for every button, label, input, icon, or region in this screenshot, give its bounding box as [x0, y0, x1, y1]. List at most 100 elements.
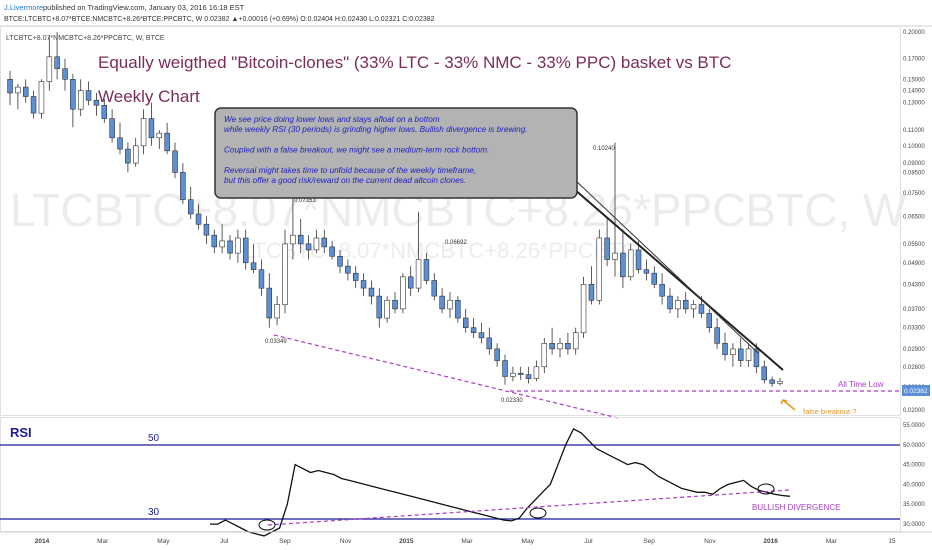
false-breakout-label: false breakout ?: [803, 407, 856, 416]
candle-body: [117, 137, 123, 150]
time-tick-label: Sep: [643, 538, 655, 545]
candle-body: [368, 287, 375, 297]
price-tick-label: 0.02900: [903, 347, 925, 353]
candle-body: [525, 374, 532, 379]
low-label-1: 0.03349: [265, 339, 287, 345]
candle-body: [400, 276, 406, 310]
price-tick-label: 0.10000: [903, 144, 925, 150]
time-axis: 2014 Mar May Jul Sep Nov 2015 Mar May Jul Sep Nov 20…: [35, 538, 896, 545]
candle-body: [290, 234, 296, 245]
candle-body: [502, 360, 508, 377]
candle-body: [46, 56, 53, 82]
candle-body: [627, 249, 634, 277]
rsi-low-circle-1: [258, 519, 276, 531]
time-tick-label: May: [522, 538, 535, 545]
candle-body: [407, 276, 414, 289]
rsi-divergence-line: [267, 489, 791, 526]
false-breakout-arrowhead: [780, 399, 788, 405]
candle-body: [431, 280, 437, 297]
callout-arrow-line-2: [573, 178, 759, 354]
note-line: Reversal might takes time to unfold beca…: [224, 166, 476, 175]
candle-body: [258, 269, 265, 289]
price-tick-label: 0.13000: [903, 101, 925, 107]
current-price: 0.02382: [904, 388, 928, 395]
price-tick-label: 0.11000: [903, 128, 925, 134]
time-tick-label: Mar: [97, 538, 109, 545]
candle-body: [266, 287, 272, 319]
candle-body: [761, 366, 767, 381]
candle-body: [596, 237, 602, 301]
price-tick-label: 0.14000: [903, 89, 925, 95]
price-tick-label: 0.20000: [903, 30, 925, 36]
candle-body: [612, 252, 618, 260]
time-tick-label: 2016: [763, 538, 778, 545]
candle-body: [415, 259, 422, 289]
author-name[interactable]: J.Livermore: [4, 3, 43, 12]
time-tick-label: Jul: [220, 538, 229, 545]
current-price-badge: [902, 385, 930, 396]
candle-body: [392, 299, 398, 310]
candle-body: [698, 304, 705, 314]
rsi-axis: 55.0000 50.0000 45.0000 40.0000 35.0000 30.00…: [903, 423, 925, 528]
rsi-tick-label: 35.0000: [903, 502, 925, 508]
price-tick-label: 0.02600: [903, 365, 925, 371]
candle-body: [643, 269, 650, 274]
candle-body: [15, 86, 21, 94]
candle-body: [714, 327, 720, 344]
candle-body: [777, 380, 783, 384]
candle-body: [211, 234, 218, 248]
note-callout: We see price doing lower lows and stays …: [214, 107, 578, 199]
time-tick-label: May: [157, 538, 170, 545]
rsi-low-circle-3: [757, 483, 775, 495]
candle-body: [462, 317, 469, 328]
candles: [7, 32, 783, 387]
price-tick-label: 0.03300: [903, 326, 925, 332]
candle-body: [282, 243, 288, 305]
time-tick-label: Nov: [704, 538, 716, 545]
candle-body: [352, 272, 359, 281]
candle-body: [376, 295, 382, 319]
all-time-low-label: All Time Low: [838, 380, 884, 389]
chart-subtitle: Weekly Chart: [98, 87, 200, 106]
candle-body: [235, 237, 241, 254]
price-tick-label: 0.07500: [903, 191, 925, 197]
candle-body: [604, 237, 610, 260]
time-tick-label: Sep: [279, 538, 291, 545]
note-line: but this offer a good risk/reward on the…: [224, 176, 466, 185]
candle-body: [7, 79, 13, 94]
rsi-tick-label: 50.0000: [903, 443, 925, 449]
price-tick-label: 0.06500: [903, 215, 925, 221]
price-tick-label: 0.04300: [903, 282, 925, 288]
candle-body: [667, 295, 673, 310]
rsi-tick-label: 45.0000: [903, 463, 925, 469]
candle-body: [384, 299, 390, 319]
low-label-2: 0.02330: [501, 398, 523, 404]
time-tick-label: 2014: [35, 538, 50, 545]
candle-body: [423, 259, 430, 281]
note-line: Coupled with a false breakout, we might …: [224, 146, 489, 155]
candle-body: [557, 342, 563, 350]
ohlc-line: BTCE:LTCBTC+8.07*BTCE:NMCBTC+8.26*BTCE:P…: [4, 16, 435, 23]
high-label-2: 0.06692: [445, 240, 467, 246]
note-line: while weekly RSI (30 periods) is grindin…: [224, 125, 528, 134]
candle-body: [541, 342, 547, 368]
candle-body: [133, 145, 139, 164]
price-tick-label: 0.08500: [903, 170, 925, 176]
rsi-line: [210, 428, 791, 537]
price-tick-label: 0.05500: [903, 242, 925, 248]
candle-body: [533, 366, 540, 379]
time-tick-label: Mar: [461, 538, 473, 545]
candle-body: [360, 280, 367, 289]
candle-body: [274, 304, 280, 319]
candle-body: [565, 342, 571, 350]
candle-body: [745, 348, 752, 361]
candle-body: [737, 348, 744, 361]
time-tick-label: Mar: [826, 538, 838, 545]
candle-body: [439, 295, 445, 310]
candle-body: [470, 327, 477, 334]
support-trendline: [273, 334, 619, 419]
candle-body: [203, 223, 210, 236]
rsi-level-30-label: 30: [148, 507, 160, 518]
candle-body: [494, 348, 500, 361]
